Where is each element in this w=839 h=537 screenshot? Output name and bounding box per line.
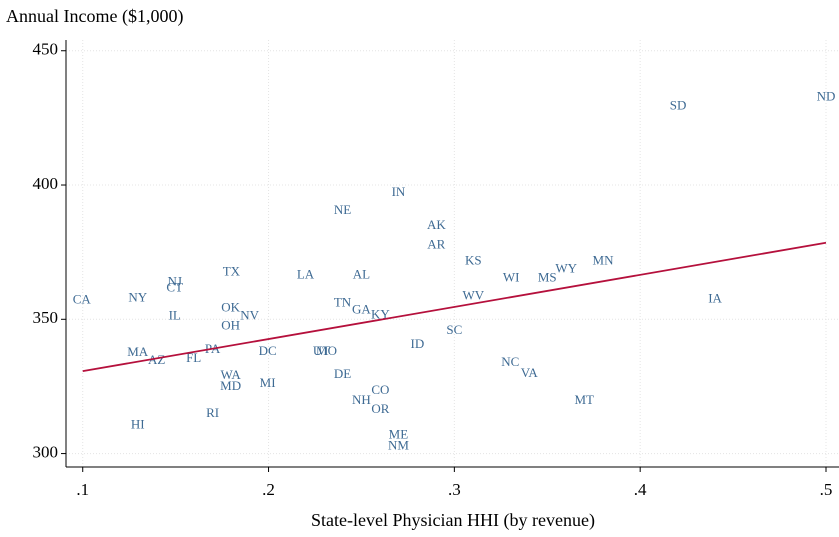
point-label: MI xyxy=(260,375,276,390)
fit-line xyxy=(82,241,827,373)
point-label: KY xyxy=(371,306,390,321)
point-label: CO xyxy=(371,382,389,397)
point-label: SC xyxy=(446,322,462,337)
point-label: WY xyxy=(555,261,577,276)
x-tick-label: .5 xyxy=(820,480,833,499)
point-label: CT xyxy=(166,279,183,294)
point-label: ND xyxy=(817,88,836,103)
point-label: NY xyxy=(128,289,147,304)
point-label: DC xyxy=(259,343,277,358)
point-label: CA xyxy=(73,291,92,306)
point-label: GA xyxy=(352,301,371,316)
point-label: NJ xyxy=(167,273,181,288)
x-axis-title: State-level Physician HHI (by revenue) xyxy=(311,510,595,531)
point-label: NC xyxy=(501,354,519,369)
x-tick-label: .1 xyxy=(76,480,89,499)
point-label: SD xyxy=(670,97,687,112)
point-label: MD xyxy=(220,378,241,393)
point-label: OK xyxy=(221,299,240,314)
point-label: AR xyxy=(427,237,445,252)
point-label: MA xyxy=(127,344,149,359)
point-label: TN xyxy=(334,294,352,309)
point-label: IA xyxy=(708,290,722,305)
point-label: ME xyxy=(389,427,409,442)
y-tick-label: 300 xyxy=(33,442,59,461)
point-label: RI xyxy=(206,405,219,420)
point-label: ID xyxy=(411,336,425,351)
point-label: AK xyxy=(427,217,446,232)
point-label: WA xyxy=(221,367,242,382)
point-label: MO xyxy=(316,343,337,358)
point-label: NE xyxy=(334,202,351,217)
point-label: IN xyxy=(392,184,406,199)
point-label: HI xyxy=(131,417,145,432)
point-label: AZ xyxy=(148,352,165,367)
point-label: OR xyxy=(371,401,389,416)
point-label: OH xyxy=(221,317,240,332)
y-tick-label: 350 xyxy=(33,308,59,327)
point-label: NM xyxy=(388,438,409,453)
point-label: WV xyxy=(462,287,484,302)
point-label: TX xyxy=(223,264,241,279)
x-tick-label: .2 xyxy=(262,480,275,499)
point-label: NH xyxy=(352,392,371,407)
point-label: FL xyxy=(186,350,201,365)
point-label: KS xyxy=(465,253,482,268)
point-label: WI xyxy=(503,269,520,284)
point-label: LA xyxy=(297,267,315,282)
point-label: UT xyxy=(313,343,330,358)
point-label: MS xyxy=(538,269,557,284)
point-label: MT xyxy=(574,392,594,407)
x-tick-label: .3 xyxy=(448,480,461,499)
point-label: AL xyxy=(353,267,370,282)
y-tick-label: 400 xyxy=(33,174,59,193)
point-label: IL xyxy=(169,307,181,322)
x-tick-label: .4 xyxy=(634,480,647,499)
point-label: DE xyxy=(334,366,351,381)
point-label: NV xyxy=(240,307,259,322)
y-axis-title: Annual Income ($1,000) xyxy=(6,6,183,27)
y-tick-label: 450 xyxy=(33,40,59,59)
point-label: MN xyxy=(593,253,615,268)
point-label: VA xyxy=(521,365,539,380)
